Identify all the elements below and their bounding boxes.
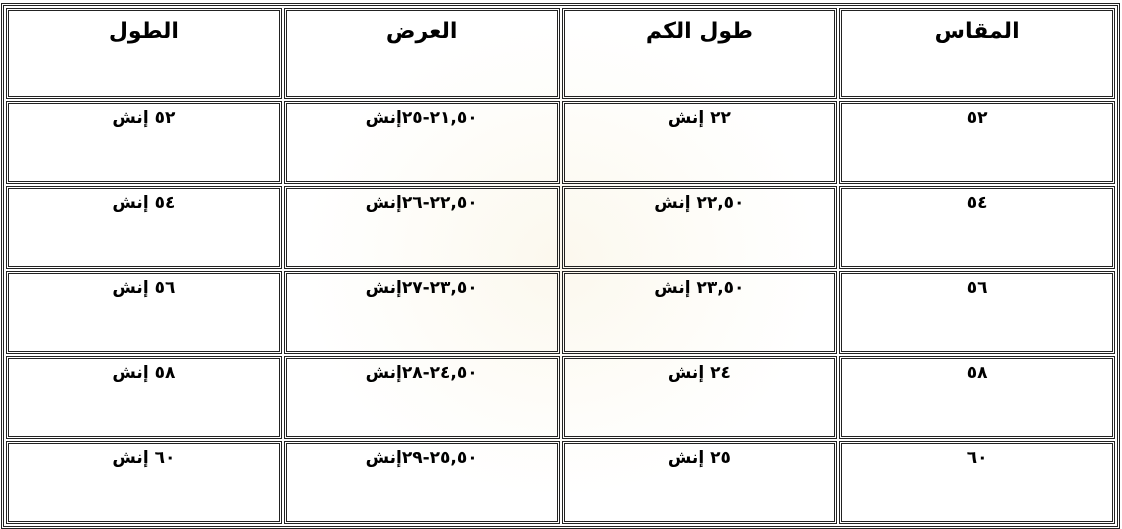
cell-size: ٥٤ — [839, 186, 1115, 269]
cell-sleeve-length: ٢٤ إنش — [561, 356, 838, 439]
cell-length: ٥٦ إنش — [6, 271, 282, 354]
cell-text: ٢٢ إنش — [667, 108, 731, 128]
cell-width: ٢٤,٥٠-٢٨إنش — [283, 356, 560, 439]
cell-text: ٥٢ إنش — [112, 108, 176, 128]
table-row: ٥٨ ٢٤ إنش ٢٤,٥٠-٢٨إنش ٥٨ إنش — [6, 356, 1115, 439]
cell-text: ٢١,٥٠-٢٥إنش — [365, 108, 478, 128]
cell-length: ٥٢ إنش — [6, 101, 282, 184]
cell-text: ٥٦ — [966, 278, 988, 298]
cell-text: ٢٣,٥٠ إنش — [654, 278, 745, 298]
cell-size: ٥٢ — [839, 101, 1115, 184]
cell-size: ٦٠ — [839, 441, 1115, 524]
cell-text: ٦٠ إنش — [112, 448, 176, 468]
size-chart-table: المقاس طول الكم العرض الطول ٥٢ ٢٢ إنش ٢١… — [1, 3, 1120, 529]
cell-sleeve-length: ٢٢ إنش — [561, 101, 838, 184]
cell-text: ٥٨ — [966, 363, 988, 383]
cell-width: ٢٣,٥٠-٢٧إنش — [283, 271, 560, 354]
header-sleeve-length: طول الكم — [561, 8, 838, 99]
cell-width: ٢٢,٥٠-٢٦إنش — [283, 186, 560, 269]
table-row: ٦٠ ٢٥ إنش ٢٥,٥٠-٢٩إنش ٦٠ إنش — [6, 441, 1115, 524]
cell-text: ٢٤ إنش — [667, 363, 731, 383]
cell-text: ٢٢,٥٠ إنش — [654, 193, 745, 213]
cell-text: ٢٥,٥٠-٢٩إنش — [365, 448, 478, 468]
table-row: ٥٢ ٢٢ إنش ٢١,٥٠-٢٥إنش ٥٢ إنش — [6, 101, 1115, 184]
cell-sleeve-length: ٢٣,٥٠ إنش — [561, 271, 838, 354]
cell-text: ٥٤ إنش — [112, 193, 176, 213]
cell-sleeve-length: ٢٥ إنش — [561, 441, 838, 524]
cell-size: ٥٦ — [839, 271, 1115, 354]
cell-size: ٥٨ — [839, 356, 1115, 439]
cell-text: ٢٢,٥٠-٢٦إنش — [365, 193, 478, 213]
cell-width: ٢١,٥٠-٢٥إنش — [283, 101, 560, 184]
cell-text: ٥٦ إنش — [112, 278, 176, 298]
cell-text: ٢٤,٥٠-٢٨إنش — [365, 363, 478, 383]
header-row: المقاس طول الكم العرض الطول — [6, 8, 1115, 99]
header-size: المقاس — [839, 8, 1115, 99]
cell-text: ٥٢ — [966, 108, 988, 128]
cell-text: ٦٠ — [966, 448, 988, 468]
cell-length: ٥٤ إنش — [6, 186, 282, 269]
cell-text: ٥٤ — [966, 193, 988, 213]
cell-text: ٥٨ إنش — [112, 363, 176, 383]
cell-width: ٢٥,٥٠-٢٩إنش — [283, 441, 560, 524]
cell-length: ٥٨ إنش — [6, 356, 282, 439]
table-row: ٥٦ ٢٣,٥٠ إنش ٢٣,٥٠-٢٧إنش ٥٦ إنش — [6, 271, 1115, 354]
cell-text: ٢٣,٥٠-٢٧إنش — [365, 278, 478, 298]
cell-sleeve-length: ٢٢,٥٠ إنش — [561, 186, 838, 269]
header-length: الطول — [6, 8, 282, 99]
cell-text: ٢٥ إنش — [667, 448, 731, 468]
cell-length: ٦٠ إنش — [6, 441, 282, 524]
header-width: العرض — [283, 8, 560, 99]
table-row: ٥٤ ٢٢,٥٠ إنش ٢٢,٥٠-٢٦إنش ٥٤ إنش — [6, 186, 1115, 269]
